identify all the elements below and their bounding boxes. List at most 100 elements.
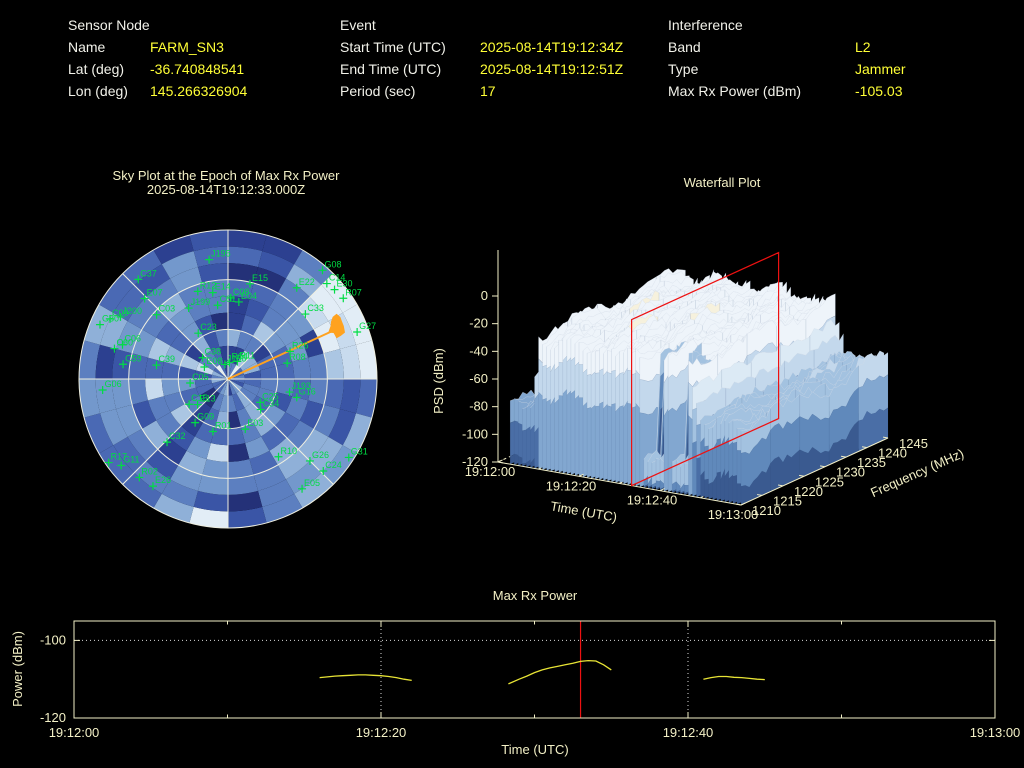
satellite-label: C39	[158, 354, 175, 364]
satellite-label: C25	[262, 391, 279, 401]
sky-cell	[228, 506, 267, 528]
sky-cell	[294, 250, 334, 286]
satellite-marker	[135, 473, 144, 482]
ridge-band-mid	[799, 413, 830, 454]
sky-cell	[277, 278, 310, 309]
sky-cell	[203, 407, 220, 427]
satellite-marker	[193, 400, 202, 409]
sky-cell	[314, 321, 340, 354]
sky-cell	[132, 400, 157, 429]
time-tick	[497, 459, 503, 463]
time-tick-label: 19:12:40	[627, 493, 678, 508]
sky-cell	[339, 344, 361, 379]
satellite-label: C14	[329, 273, 346, 283]
sky-cell	[285, 264, 322, 298]
ridge-crest	[700, 350, 848, 421]
satellite-marker	[194, 329, 203, 338]
freq-tick-label: 1230	[836, 465, 865, 480]
field-row: Start Time (UTC) 2025-08-14T19:12:34Z	[340, 36, 623, 58]
sky-cell	[170, 332, 193, 355]
satellite-marker	[152, 361, 161, 370]
sky-cell	[215, 329, 228, 347]
sky-cell	[228, 490, 263, 512]
sky-cell	[328, 409, 356, 446]
satellite-marker	[208, 427, 217, 436]
ridge-crest	[671, 297, 820, 463]
jammer-doa-marker	[227, 313, 345, 380]
sky-cell	[252, 321, 275, 344]
satellite-label: R02	[141, 466, 158, 476]
sky-cell	[142, 420, 170, 450]
time-tick-label: 19:12:20	[546, 478, 597, 493]
sky-cell	[258, 251, 295, 279]
satellite-marker	[193, 287, 202, 296]
satellite-label: E08	[206, 356, 222, 366]
satellite-label: C60	[116, 338, 133, 348]
sky-cell	[228, 379, 244, 388]
sky-cell	[199, 387, 217, 403]
sky-cell	[211, 379, 228, 384]
sky-cell	[161, 379, 180, 397]
sky-cell	[148, 337, 171, 362]
satellite-marker	[292, 283, 301, 292]
satellite-marker	[213, 301, 222, 310]
event-panel: Event Start Time (UTC) 2025-08-14T19:12:3…	[340, 14, 623, 102]
sky-cell	[285, 460, 322, 494]
sky-cell	[194, 422, 216, 443]
field-value: -36.740848541	[150, 61, 245, 77]
satellite-label: R26	[292, 340, 309, 350]
sky-cell	[164, 345, 185, 367]
sky-cell	[228, 379, 245, 384]
sky-cell	[309, 436, 343, 473]
sky-cell	[262, 235, 303, 265]
sky-cell	[219, 395, 228, 413]
ridge-crest	[639, 281, 787, 360]
sky-cell	[277, 449, 310, 480]
sky-cell	[242, 383, 260, 396]
field-value: 17	[480, 83, 496, 99]
freq-tick-label: 1210	[752, 503, 781, 518]
y-tick-label: -120	[40, 710, 66, 725]
panel-title: Event	[340, 17, 376, 33]
sky-cell	[240, 315, 262, 336]
satellite-marker	[283, 359, 292, 368]
sky-cell	[262, 493, 303, 523]
psd-tick-label: -120	[462, 454, 488, 469]
sky-cell	[244, 370, 262, 379]
psd-tick-label: 0	[481, 288, 488, 303]
sky-cell	[180, 354, 200, 371]
sky-cell	[113, 436, 147, 473]
sky-cell	[192, 336, 212, 356]
epoch-slice-outline	[630, 251, 780, 487]
satellite-marker	[148, 482, 157, 491]
sky-plot-heatmap	[79, 230, 377, 528]
psd-tick-label: -40	[469, 343, 488, 358]
max-rx-plot: 19:12:00 19:12:20 19:12:40 19:13:00 -100 -120	[40, 620, 1020, 740]
waterfall-back-axes: 0 -20 -40 -60 -80 -100 -120	[462, 250, 889, 469]
sky-cell	[299, 400, 324, 429]
sky-cell	[210, 312, 228, 331]
satellite-marker	[234, 297, 243, 306]
satellite-label: R07	[345, 287, 362, 297]
psd-tick-label: -80	[469, 399, 488, 414]
sky-cell	[186, 299, 211, 322]
sky-cell	[271, 391, 292, 413]
satellite-label: R17	[111, 452, 128, 462]
sky-cell	[258, 479, 295, 507]
sky-cell	[249, 283, 278, 308]
satellite-marker	[233, 357, 242, 366]
waterfall-surface	[509, 268, 889, 506]
panel-title: Interference	[668, 17, 743, 33]
sky-cell	[170, 465, 203, 491]
satellite-label: G26	[312, 450, 329, 460]
power-series-segment	[508, 659, 612, 685]
ridge-crest	[550, 277, 698, 351]
satellite-marker	[285, 388, 294, 397]
sky-cell	[145, 357, 164, 379]
sky-cell	[240, 422, 262, 443]
satellite-label: E04	[241, 291, 257, 301]
sky-cell	[219, 363, 228, 379]
sky-cell	[132, 329, 157, 358]
